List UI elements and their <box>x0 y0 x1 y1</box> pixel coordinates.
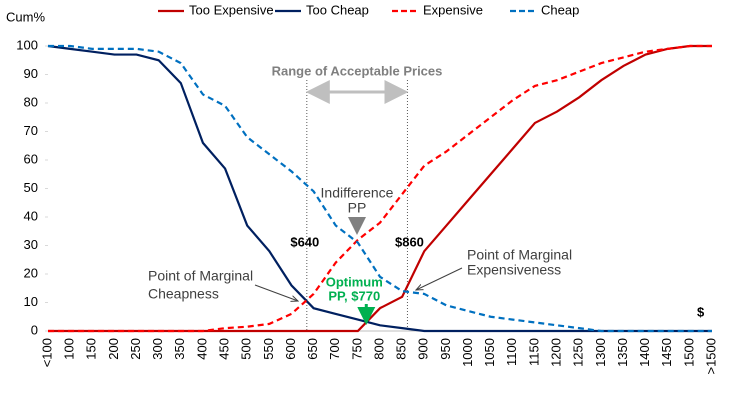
y-tick-label: 70 <box>24 123 38 138</box>
annotation: Expensiveness <box>467 262 561 278</box>
y-tick-label: 0 <box>31 322 38 337</box>
y-tick-label: 40 <box>24 208 38 223</box>
x-tick-label: 300 <box>150 338 165 360</box>
annotation: Point of Marginal <box>467 247 572 263</box>
x-tick-label: 1200 <box>549 338 564 367</box>
x-tick-label: 850 <box>394 338 409 360</box>
legend-label: Cheap <box>541 2 579 17</box>
optimum-label: Optimum <box>326 274 383 289</box>
x-tick-label: 800 <box>371 338 386 360</box>
x-tick-label: 400 <box>194 338 209 360</box>
y-tick-label: 100 <box>16 37 38 52</box>
legend-label: Expensive <box>423 2 483 17</box>
x-tick-label: 1500 <box>681 338 696 367</box>
x-tick-label: 450 <box>217 338 232 360</box>
x-tick-label: 1350 <box>615 338 630 367</box>
x-tick-label: 150 <box>84 338 99 360</box>
y-axis-label: Cum% <box>6 9 45 24</box>
x-axis-label: $ <box>697 304 705 319</box>
annotation: Indifference <box>321 185 394 201</box>
range-title: Range of Acceptable Prices <box>272 63 443 78</box>
legend-label: Too Expensive <box>189 2 274 17</box>
x-tick-label: 950 <box>438 338 453 360</box>
y-tick-label: 30 <box>24 237 38 252</box>
optimum-label: PP, $770 <box>328 288 380 303</box>
x-tick-label: 600 <box>283 338 298 360</box>
x-tick-label: 900 <box>416 338 431 360</box>
series-line <box>48 44 712 333</box>
legend-label: Too Cheap <box>306 2 369 17</box>
x-tick-label: 1250 <box>571 338 586 367</box>
x-tick-label: 1400 <box>637 338 652 367</box>
arrow <box>254 284 298 301</box>
x-tick-label: 1000 <box>460 338 475 367</box>
x-tick-label: 1150 <box>526 338 541 366</box>
annotation: Cheapness <box>148 286 219 302</box>
y-tick-label: 50 <box>24 180 38 195</box>
x-tick-label: 1050 <box>482 338 497 367</box>
x-tick-label: 550 <box>261 338 276 360</box>
y-tick-label: 60 <box>24 151 38 166</box>
x-tick-label: 350 <box>172 338 187 360</box>
series-line <box>48 44 712 333</box>
x-tick-label: 1300 <box>593 338 608 367</box>
x-tick-label: >1500 <box>703 338 718 375</box>
x-tick-label: 500 <box>239 338 254 360</box>
y-tick-label: 20 <box>24 265 38 280</box>
x-tick-label: 250 <box>128 338 143 360</box>
y-tick-label: 80 <box>24 94 38 109</box>
x-tick-label: 100 <box>62 338 77 360</box>
y-tick-label: 90 <box>24 66 38 81</box>
y-tick-label: 10 <box>24 294 38 309</box>
x-tick-label: 700 <box>327 338 342 360</box>
x-tick-label: 1100 <box>504 338 519 366</box>
x-tick-label: 650 <box>305 338 320 360</box>
x-tick-label: 750 <box>349 338 364 360</box>
arrow <box>416 267 463 290</box>
annotation: PP <box>348 200 367 216</box>
range-label: $640 <box>290 234 319 249</box>
x-tick-label: 1450 <box>659 338 674 367</box>
range-label: $860 <box>395 234 424 249</box>
annotation: Point of Marginal <box>148 268 253 284</box>
x-tick-label: 200 <box>106 338 121 360</box>
x-tick-label: <100 <box>39 338 54 367</box>
